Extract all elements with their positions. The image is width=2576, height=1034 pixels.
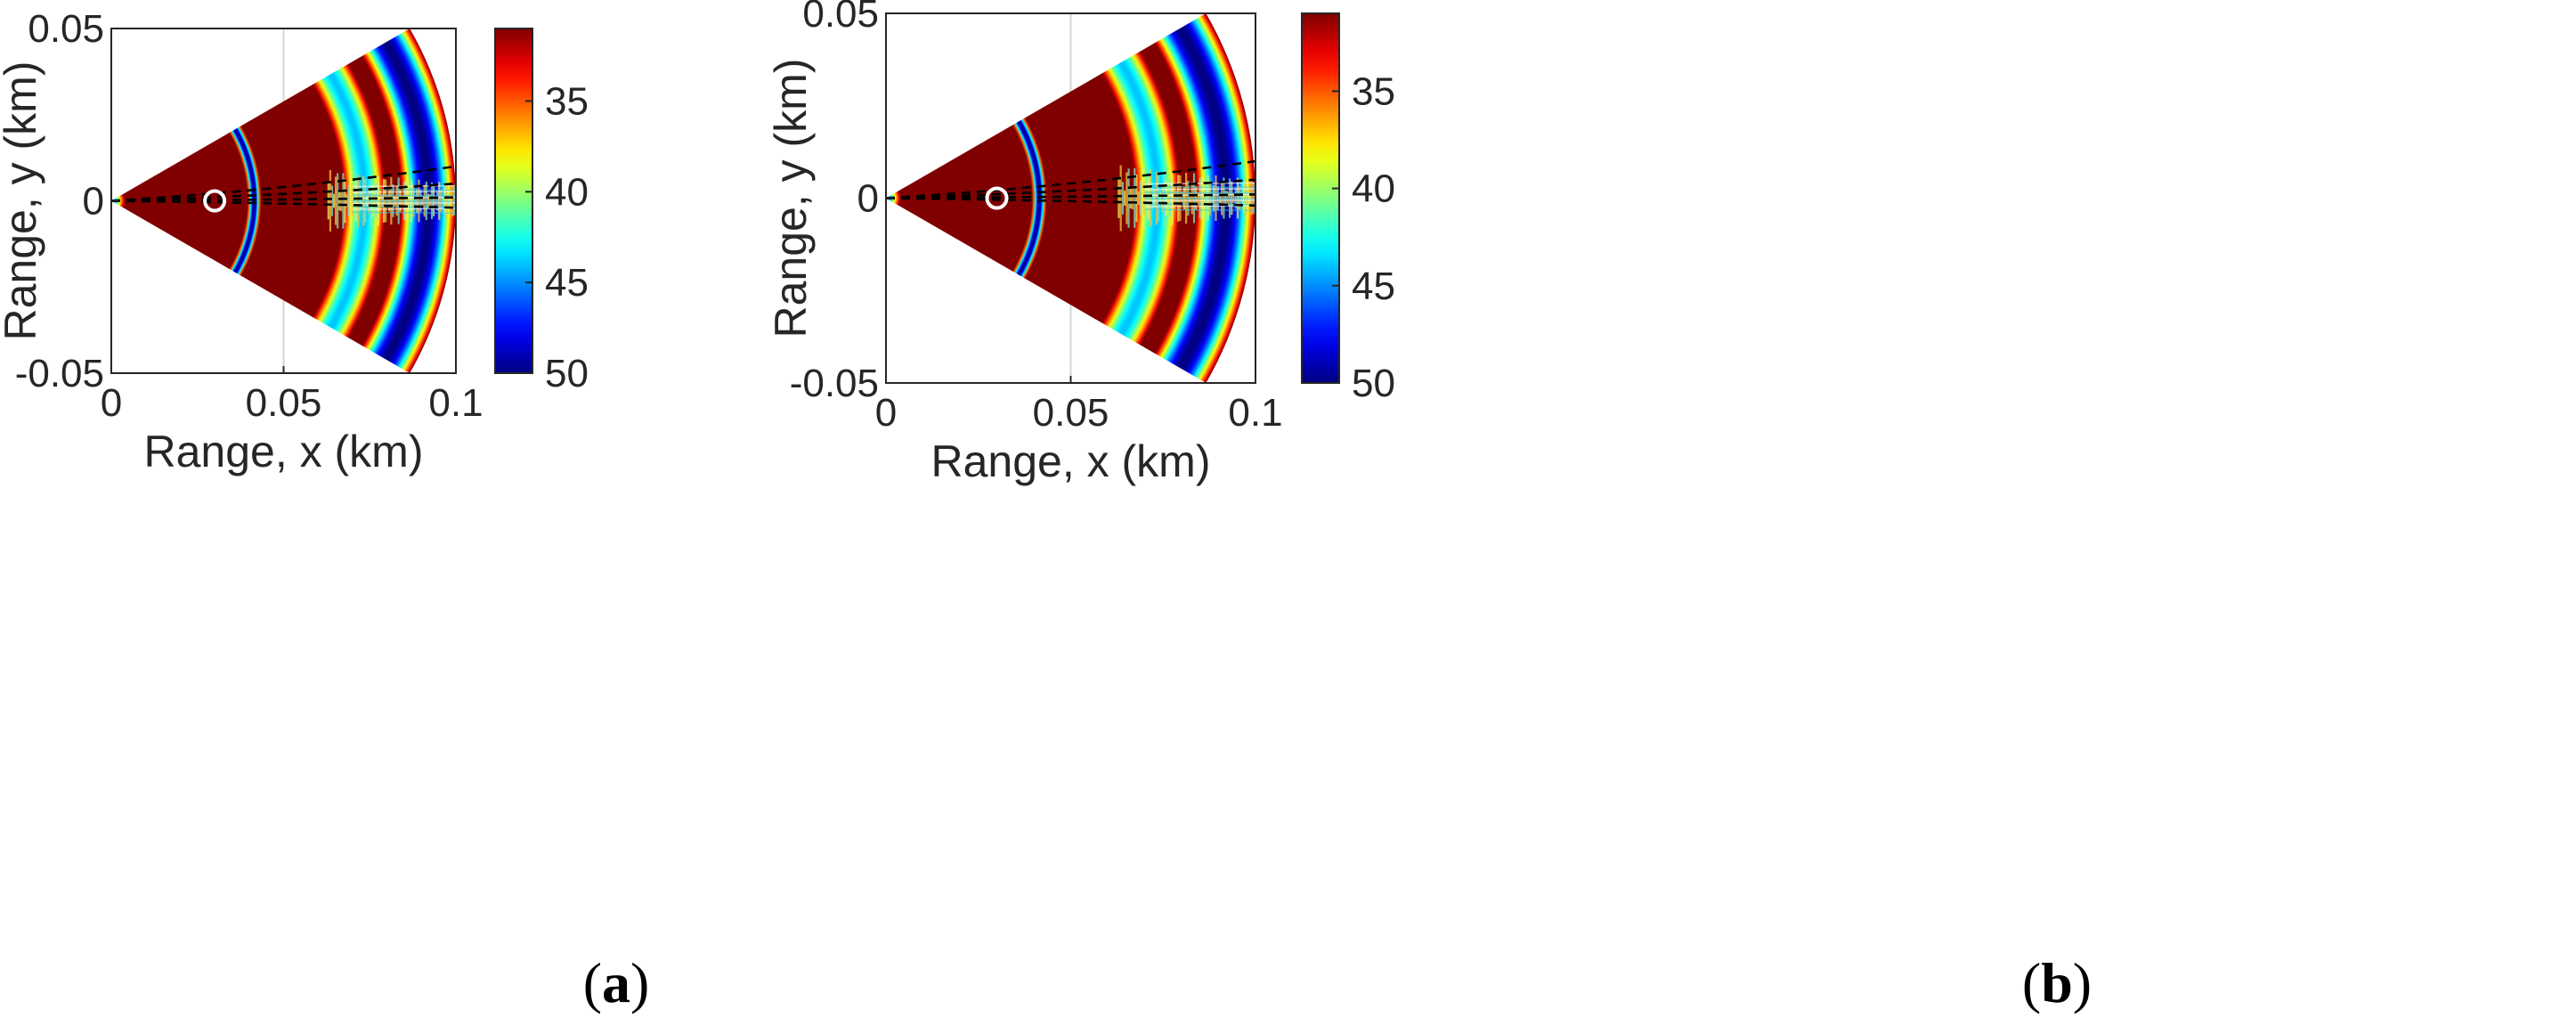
panel-label-b: (b): [2022, 951, 2092, 1014]
source-marker: [985, 186, 1009, 210]
colorbar: [1301, 12, 1340, 384]
plume-streak: [352, 191, 457, 193]
intensity-sector: [111, 28, 456, 373]
panel-label-a: (a): [583, 951, 650, 1014]
intensity-sector: [886, 13, 1255, 383]
plume-streak: [352, 189, 457, 191]
y-tick-label: -0.05: [790, 362, 879, 405]
x-tick-label: 0.05: [246, 381, 322, 425]
plume-streak: [1144, 191, 1256, 194]
colorbar-tick-label: 35: [1352, 69, 1395, 113]
colorbar-tick-label: 40: [545, 170, 589, 214]
dashed-path: [885, 197, 1256, 208]
colorbar-tick-label: 45: [545, 261, 589, 305]
x-tick-label: 0.1: [1228, 391, 1282, 435]
plume-streak: [1144, 208, 1256, 211]
y-tick-label: 0: [83, 180, 104, 224]
plume-streak: [1144, 188, 1256, 191]
dashed-path: [110, 165, 457, 202]
colorbar-tick-label: 40: [1352, 167, 1395, 211]
x-axis-label: Range, x (km): [931, 436, 1211, 486]
dashed-path: [110, 199, 457, 209]
colorbar-tick-label: 35: [545, 79, 589, 123]
colorbar-tick-label: 50: [545, 352, 589, 395]
plume-streak: [1144, 199, 1256, 202]
x-axis-label: Range, x (km): [144, 427, 424, 476]
plume-streak: [352, 194, 457, 197]
plume-streak: [352, 199, 457, 203]
y-tick-label: 0: [857, 177, 879, 221]
colorbar: [494, 28, 533, 374]
y-tick-label: 0.05: [28, 7, 104, 51]
source-marker: [203, 189, 227, 213]
x-tick-label: 0.05: [1033, 391, 1109, 435]
y-tick-label: 0.05: [802, 0, 879, 36]
y-tick-label: -0.05: [15, 352, 104, 395]
plume-streak: [352, 202, 457, 205]
x-tick-label: 0.1: [428, 381, 483, 425]
plume-streak: [352, 208, 457, 210]
y-axis-label: Range, y (km): [766, 59, 816, 338]
plume-streak: [1144, 182, 1256, 185]
y-axis-label: Range, y (km): [0, 61, 45, 341]
colorbar-tick-label: 45: [1352, 265, 1395, 308]
x-tick-label: 0: [875, 391, 897, 435]
colorbar-tick-label: 50: [1352, 362, 1395, 405]
dashed-path: [885, 159, 1256, 199]
plume-streak: [352, 211, 457, 214]
x-tick-label: 0: [101, 381, 122, 425]
dashed-path: [885, 178, 1256, 199]
dashed-path: [110, 182, 457, 202]
plume-streak: [1144, 186, 1256, 189]
